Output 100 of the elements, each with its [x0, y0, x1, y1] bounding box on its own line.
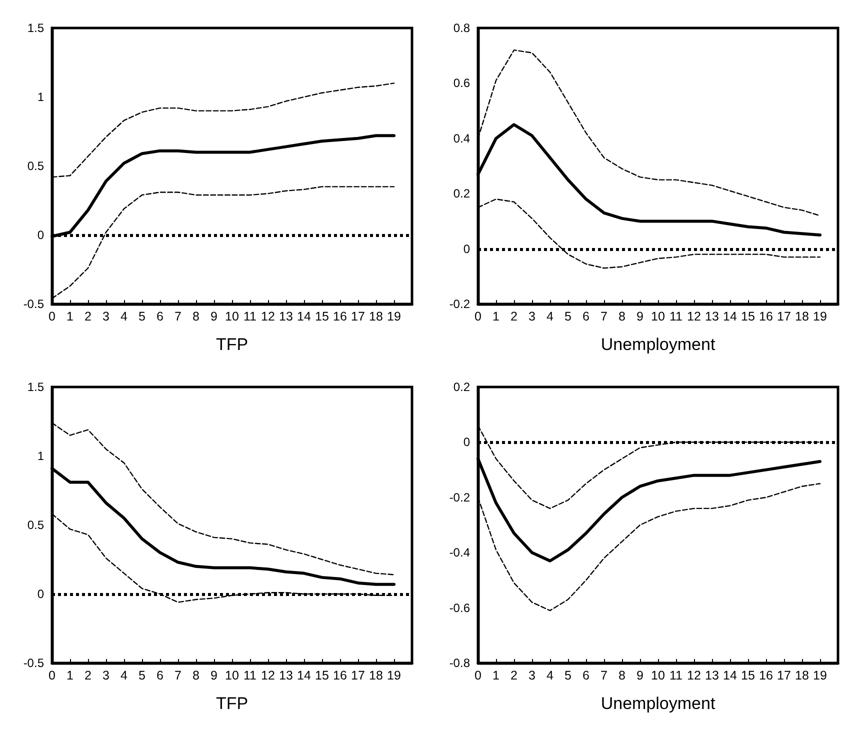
x-tick-label: 8	[618, 310, 626, 324]
y-tick-label: 1.5	[27, 380, 44, 394]
y-tick-label: 1	[37, 449, 44, 463]
x-tick-label: 5	[138, 668, 146, 682]
x-tick-label: 11	[670, 668, 683, 682]
x-tick-label: 6	[582, 310, 590, 324]
x-tick-label: 10	[651, 310, 665, 324]
x-tick-label: 8	[618, 668, 626, 682]
y-tick-label: 0.5	[27, 159, 44, 173]
x-tick-label: 12	[687, 310, 701, 324]
x-tick-label: 9	[210, 668, 218, 682]
y-tick-label: -0.5	[23, 656, 44, 670]
x-tick-label: 11	[244, 310, 257, 324]
x-tick-label: 4	[120, 310, 128, 324]
x-tick-label: 18	[795, 668, 809, 682]
x-axis-title: TFP	[216, 335, 248, 354]
x-tick-label: 19	[813, 668, 827, 682]
x-tick-label: 15	[741, 668, 755, 682]
x-tick-label: 14	[297, 310, 311, 324]
x-axis-title: Unemployment	[600, 335, 716, 354]
x-tick-label: 8	[192, 668, 200, 682]
x-tick-label: 0	[474, 310, 482, 324]
x-tick-label: 5	[138, 310, 146, 324]
y-tick-label: -0.6	[449, 600, 470, 615]
x-tick-label: 15	[315, 310, 329, 324]
x-tick-label: 0	[48, 668, 56, 682]
x-axis-title: Unemployment	[600, 694, 716, 713]
x-tick-label: 15	[741, 310, 755, 324]
x-tick-label: 4	[546, 668, 554, 682]
x-tick-label: 11	[670, 310, 683, 324]
x-tick-label: 1	[66, 668, 74, 682]
x-tick-label: 16	[759, 668, 773, 682]
x-tick-label: 13	[279, 310, 293, 324]
x-tick-label: 1	[492, 668, 500, 682]
x-tick-label: 8	[192, 310, 200, 324]
x-tick-label: 14	[723, 310, 737, 324]
y-tick-label: 0.4	[453, 131, 470, 146]
y-tick-label: 0.6	[453, 76, 470, 90]
x-tick-label: 5	[564, 310, 572, 324]
x-tick-label: 6	[156, 668, 164, 682]
y-tick-label: 0	[37, 228, 44, 242]
x-tick-label: 9	[210, 310, 218, 324]
x-axis-title: TFP	[216, 694, 248, 713]
x-tick-label: 0	[48, 310, 56, 324]
x-tick-label: 3	[102, 668, 110, 682]
x-tick-label: 10	[651, 668, 665, 682]
x-tick-label: 7	[174, 310, 182, 324]
y-tick-label: 0.5	[27, 518, 44, 532]
y-tick-label: 0.2	[453, 186, 470, 201]
x-tick-label: 1	[66, 310, 74, 324]
x-tick-label: 16	[333, 668, 347, 682]
y-tick-label: 0	[463, 242, 470, 256]
y-tick-label: 1	[37, 90, 44, 104]
x-tick-label: 2	[84, 310, 92, 324]
y-tick-label: 0.8	[453, 21, 470, 35]
x-tick-label: 15	[315, 668, 329, 682]
x-tick-label: 6	[582, 668, 590, 682]
x-tick-label: 13	[705, 310, 719, 324]
x-tick-label: 2	[510, 310, 518, 324]
x-tick-label: 7	[600, 310, 608, 324]
x-tick-label: 17	[351, 668, 365, 682]
y-tick-label: -0.4	[449, 546, 470, 560]
x-tick-label: 18	[369, 668, 383, 682]
y-tick-label: 0	[37, 587, 44, 601]
x-tick-label: 12	[687, 668, 701, 682]
y-tick-label: 1.5	[27, 21, 44, 35]
x-tick-label: 18	[369, 310, 383, 324]
x-tick-label: 3	[528, 310, 536, 324]
x-tick-label: 7	[600, 668, 608, 682]
x-tick-label: 10	[225, 668, 239, 682]
x-tick-label: 19	[813, 310, 827, 324]
x-tick-label: 18	[795, 310, 809, 324]
x-tick-label: 9	[636, 668, 644, 682]
x-tick-label: 2	[510, 668, 518, 682]
x-tick-label: 19	[387, 310, 401, 324]
x-tick-label: 3	[528, 668, 536, 682]
x-tick-label: 16	[759, 310, 773, 324]
x-tick-label: 14	[297, 668, 311, 682]
y-tick-label: -0.2	[449, 297, 470, 311]
y-tick-label: -0.2	[449, 490, 470, 504]
x-tick-label: 7	[174, 668, 182, 682]
y-tick-label: -0.5	[23, 297, 44, 311]
x-tick-label: 10	[225, 310, 239, 324]
y-tick-label: 0.2	[453, 380, 470, 394]
x-tick-label: 17	[351, 310, 365, 324]
x-tick-label: 3	[102, 310, 110, 324]
x-tick-label: 12	[261, 310, 275, 324]
x-tick-label: 19	[387, 668, 401, 682]
x-tick-label: 2	[84, 668, 92, 682]
x-tick-label: 5	[564, 668, 572, 682]
x-tick-label: 1	[492, 310, 500, 324]
x-tick-label: 13	[705, 668, 719, 682]
x-tick-label: 4	[120, 668, 128, 682]
x-tick-label: 6	[156, 310, 164, 324]
x-tick-label: 11	[244, 668, 257, 682]
x-tick-label: 13	[279, 668, 293, 682]
y-tick-label: -0.8	[449, 656, 470, 670]
x-tick-label: 16	[333, 310, 347, 324]
x-tick-label: 0	[474, 668, 482, 682]
y-tick-label: 0	[463, 435, 470, 450]
